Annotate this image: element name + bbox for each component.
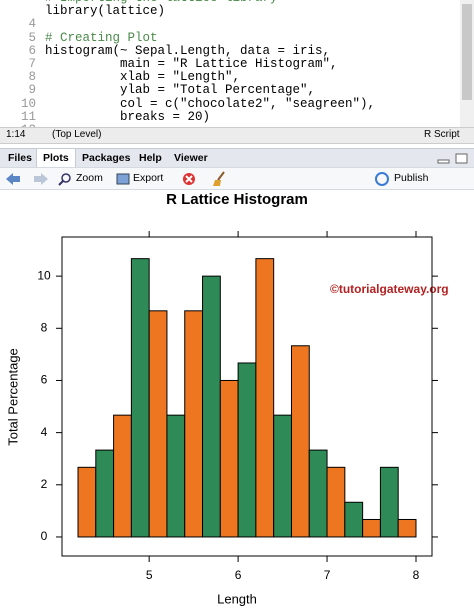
export-icon[interactable] (116, 172, 130, 186)
zoom-button[interactable]: Zoom (76, 172, 103, 184)
remove-plot[interactable] (182, 172, 196, 186)
plot-frame (61, 236, 433, 557)
code-line: breaks = 20) (45, 109, 211, 124)
bar (397, 518, 417, 538)
code-line: xlab = "Length", (45, 70, 241, 85)
y-tick-label: 0 (41, 529, 48, 543)
line-number: 12 (0, 123, 36, 127)
code-editor[interactable]: # Importing the lattice librarylibrary(l… (0, 0, 460, 127)
line-number: 4 (28, 17, 36, 32)
scrollbar[interactable] (460, 0, 474, 127)
bar (77, 466, 97, 538)
tab[interactable]: Plots (36, 149, 76, 168)
line-number: 7 (28, 57, 36, 71)
export-button[interactable]: Export (133, 172, 164, 184)
bar (202, 275, 221, 538)
bar (273, 414, 292, 538)
plot-viewer: R Lattice Histogram Length Total Percent… (5, 191, 449, 606)
bar (362, 518, 381, 538)
cursor-position: 1:14 (6, 129, 26, 140)
y-axis-label: Total Percentage (5, 348, 20, 446)
scope-menu[interactable]: (Top Level) (52, 129, 102, 140)
plot-toolbar: Zoom Export Publish (0, 167, 474, 190)
code-line: library(lattice) (45, 4, 166, 19)
line-number: 8 (28, 70, 36, 85)
bar (166, 414, 186, 538)
bar (344, 501, 364, 538)
line-number: 10 (20, 96, 36, 111)
watermark: ©tutorialgateway.org (330, 282, 449, 296)
tab[interactable]: Files (8, 152, 32, 164)
bar (308, 449, 328, 538)
nav-arrows[interactable] (4, 172, 52, 186)
x-tick-label: 5 (146, 568, 153, 582)
bar (184, 310, 204, 538)
x-tick-label: 6 (235, 568, 242, 582)
bar (113, 414, 132, 538)
x-tick-label: 8 (413, 568, 420, 582)
line-number: 5 (28, 30, 36, 45)
code-line: # Creating Plot (45, 30, 158, 45)
tab[interactable]: Help (139, 152, 162, 164)
code-line: histogram(~ Sepal.Length, data = iris, (45, 43, 331, 58)
bar (148, 310, 168, 538)
bar (130, 258, 150, 538)
code-line: # Importing the lattice library (45, 0, 278, 5)
tab[interactable]: Viewer (174, 152, 208, 164)
scroll-thumb[interactable] (462, 4, 472, 100)
code-line: main = "R Lattice Histogram", (45, 57, 338, 71)
y-tick-label: 10 (37, 268, 51, 282)
bar (219, 379, 239, 538)
x-axis-label: Length (217, 591, 257, 606)
pane-tabs: Files Plots Packages Help Viewer (0, 148, 474, 168)
bar (379, 466, 399, 538)
line-number: 11 (20, 109, 36, 124)
y-tick-label: 8 (41, 320, 48, 334)
clear-plots[interactable] (212, 171, 228, 187)
line-number: 6 (28, 43, 36, 58)
bar (237, 362, 257, 538)
pane-controls[interactable] (436, 153, 470, 165)
zoom-icon[interactable] (58, 172, 72, 186)
y-tick-label: 4 (41, 425, 48, 439)
y-tick-label: 6 (41, 373, 48, 387)
line-number: 9 (28, 83, 36, 98)
file-type-menu[interactable]: R Script (424, 129, 460, 140)
code-line: ylab = "Total Percentage", (45, 83, 316, 98)
code-line: col = c("chocolate2", "seagreen"), (45, 96, 376, 111)
publish-icon[interactable] (374, 172, 390, 186)
bar (95, 449, 115, 538)
publish-button[interactable]: Publish (394, 172, 429, 184)
x-tick-label: 7 (324, 568, 331, 582)
bar (290, 345, 310, 538)
status-bar: 1:14 (Top Level) R Script (0, 127, 474, 144)
bar (255, 258, 275, 538)
chart-title: R Lattice Histogram (166, 191, 308, 208)
tab[interactable]: Packages (82, 152, 131, 164)
bar (326, 466, 346, 538)
y-tick-label: 2 (41, 477, 48, 491)
